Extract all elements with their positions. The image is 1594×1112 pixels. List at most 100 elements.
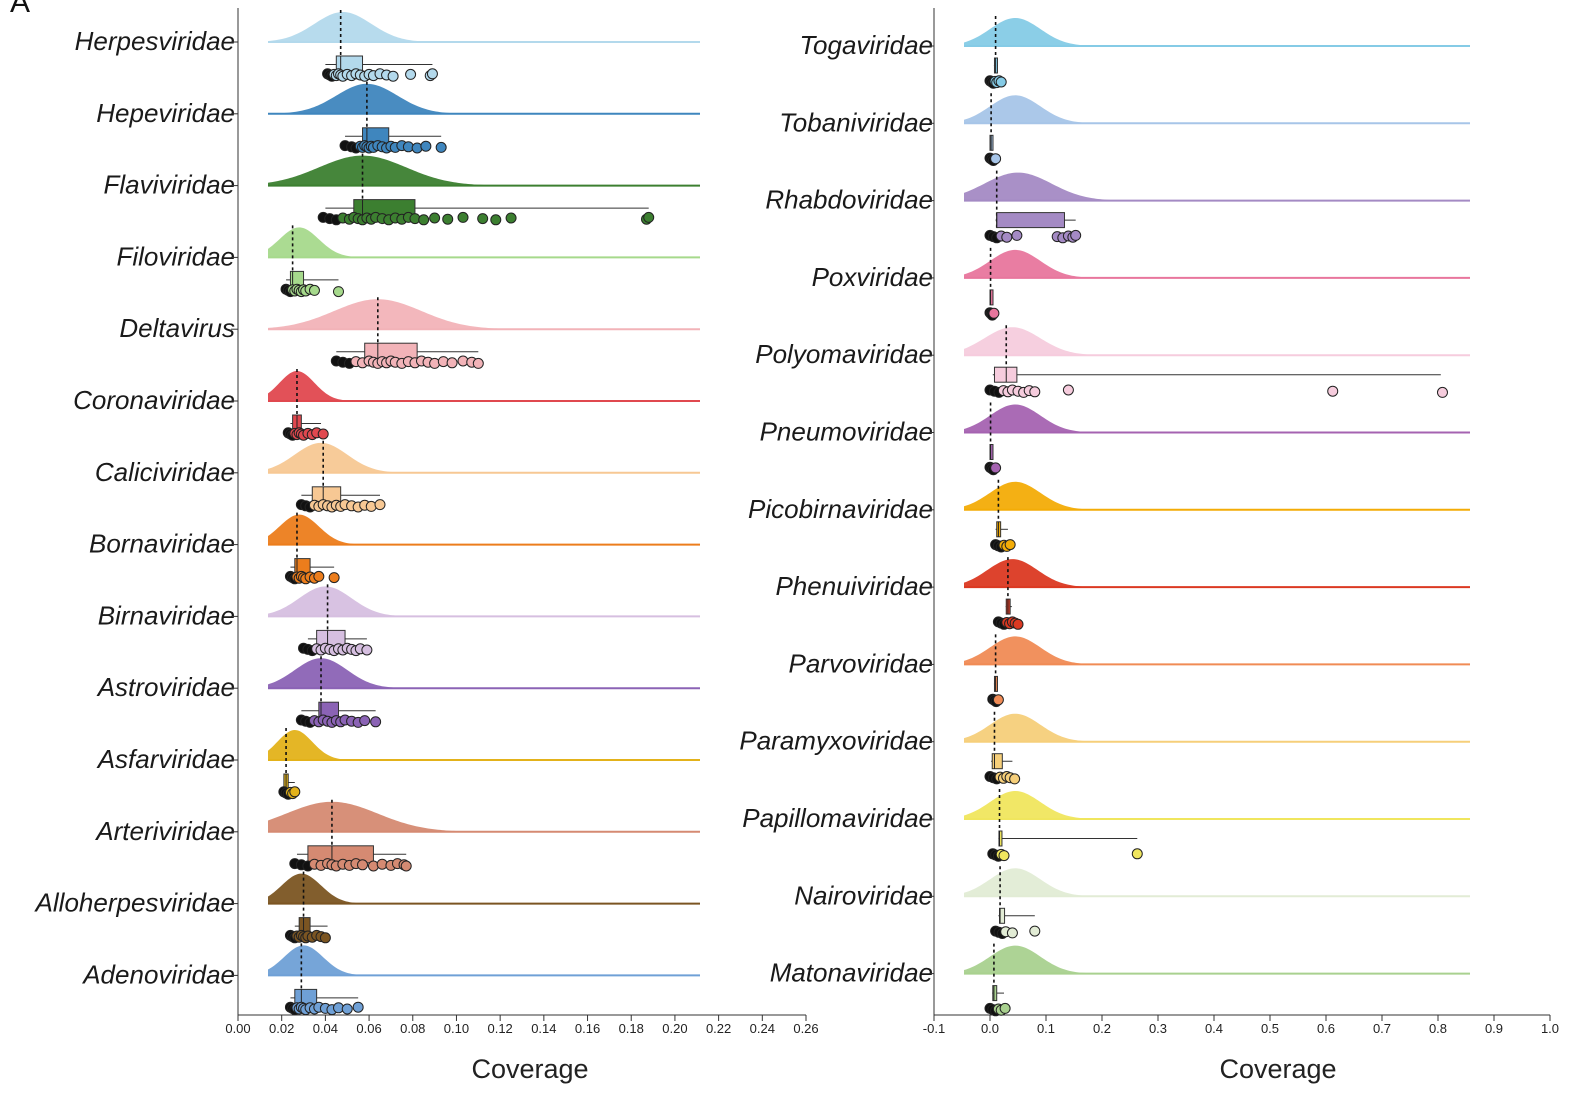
family-label-filoviridae: Filoviridae: [117, 241, 236, 271]
data-point-astroviridae: [370, 716, 382, 728]
density-coronaviridae: [268, 371, 700, 401]
family-label-parvoviridae: Parvoviridae: [788, 648, 933, 678]
family-label-polyomaviridae: Polyomaviridae: [755, 339, 933, 369]
family-label-paramyxoviridae: Paramyxoviridae: [739, 726, 933, 756]
box-pneumoviridae: [989, 444, 994, 460]
family-label-phenuiviridae: Phenuiviridae: [775, 571, 933, 601]
density-caliciviridae: [268, 442, 700, 473]
data-point-deltavirus: [446, 357, 458, 369]
family-label-flaviviridae: Flaviviridae: [104, 170, 236, 200]
x-tick-label: 0.08: [400, 1021, 425, 1036]
data-point-rhabdoviridae: [1011, 229, 1023, 241]
data-point-arteriviridae: [357, 859, 369, 871]
data-point-nairoviridae: [1029, 925, 1041, 937]
data-point-caliciviridae: [374, 499, 386, 511]
family-label-arteriviridae: Arteriviridae: [94, 816, 235, 846]
family-label-hepeviridae: Hepeviridae: [96, 98, 235, 128]
family-label-papillomaviridae: Papillomaviridae: [742, 803, 933, 833]
data-point-coronaviridae: [317, 428, 329, 440]
density-polyomaviridae: [964, 327, 1470, 356]
data-point-flaviviridae: [429, 212, 441, 224]
data-point-bornaviridae: [313, 570, 325, 582]
data-point-adenoviridae: [352, 1001, 364, 1013]
box-polyomaviridae: [993, 366, 1018, 383]
data-point-parvoviridae: [992, 694, 1004, 706]
data-point-filoviridae: [332, 286, 344, 298]
data-point-tobaniviridae: [990, 153, 1002, 165]
family-label-coronaviridae: Coronaviridae: [73, 385, 235, 415]
data-point-matonaviridae: [999, 1002, 1011, 1014]
data-point-flaviviridae: [477, 213, 489, 225]
data-point-asfarviridae: [289, 786, 301, 798]
panel-label: A: [10, 0, 31, 19]
data-point-bornaviridae: [328, 572, 340, 584]
density-phenuiviridae: [964, 559, 1470, 588]
density-pneumoviridae: [964, 404, 1470, 433]
density-astroviridae: [268, 658, 700, 689]
density-parvoviridae: [964, 636, 1470, 665]
box-paramyxoviridae: [991, 753, 1003, 770]
density-asfarviridae: [268, 730, 700, 760]
density-bornaviridae: [268, 514, 700, 545]
family-label-birnaviridae: Birnaviridae: [98, 600, 235, 630]
data-point-flaviviridae: [643, 211, 655, 223]
x-tick-label: -0.1: [923, 1021, 945, 1036]
data-point-phenuiviridae: [1012, 618, 1024, 630]
density-tobaniviridae: [964, 95, 1470, 124]
data-point-herpesviridae: [426, 68, 438, 80]
family-label-tobaniviridae: Tobaniviridae: [779, 107, 933, 137]
x-tick-label: 0.18: [619, 1021, 644, 1036]
density-matonaviridae: [964, 945, 1470, 974]
data-point-arteriviridae: [400, 860, 412, 872]
data-point-deltavirus: [472, 357, 484, 369]
data-point-polyomaviridae: [1062, 384, 1074, 396]
data-point-arteriviridae: [367, 860, 379, 872]
x-axis-label: Coverage: [471, 1054, 588, 1084]
data-point-alloherpesviridae: [319, 932, 331, 944]
family-label-asfarviridae: Asfarviridae: [96, 744, 235, 774]
box-papillomaviridae: [998, 830, 1003, 847]
data-point-polyomaviridae: [1327, 385, 1339, 397]
x-axis-label: Coverage: [1219, 1054, 1336, 1084]
density-alloherpesviridae: [268, 873, 700, 904]
family-label-caliciviridae: Caliciviridae: [95, 457, 235, 487]
data-point-polyomaviridae: [1029, 386, 1041, 398]
data-point-nairoviridae: [1006, 927, 1018, 939]
density-poxviridae: [964, 249, 1470, 278]
data-point-rhabdoviridae: [1001, 231, 1013, 243]
x-tick-label: 0.16: [575, 1021, 600, 1036]
family-label-rhabdoviridae: Rhabdoviridae: [765, 185, 933, 215]
data-point-paramyxoviridae: [1009, 773, 1021, 785]
data-point-flaviviridae: [418, 214, 430, 226]
x-tick-label: 0.0: [981, 1021, 999, 1036]
density-picobirnaviridae: [964, 481, 1470, 510]
x-tick-label: 0.24: [750, 1021, 775, 1036]
data-point-hepeviridae: [411, 142, 423, 154]
density-rhabdoviridae: [964, 172, 1470, 201]
data-point-caliciviridae: [365, 500, 377, 512]
density-deltavirus: [268, 299, 700, 330]
density-filoviridae: [268, 227, 700, 258]
box-rhabdoviridae: [996, 212, 1065, 229]
data-point-flaviviridae: [490, 214, 502, 226]
data-point-flaviviridae: [505, 212, 517, 224]
x-tick-label: 0.8: [1429, 1021, 1447, 1036]
data-point-polyomaviridae: [1436, 386, 1448, 398]
density-herpesviridae: [268, 12, 700, 42]
data-point-herpesviridae: [405, 68, 417, 80]
family-label-alloherpesviridae: Alloherpesviridae: [34, 888, 235, 918]
density-arteriviridae: [268, 801, 700, 832]
x-tick-label: 0.9: [1485, 1021, 1503, 1036]
x-tick-label: 0.02: [269, 1021, 294, 1036]
x-tick-label: 0.5: [1261, 1021, 1279, 1036]
family-label-astroviridae: Astroviridae: [96, 672, 235, 702]
x-tick-label: 0.20: [662, 1021, 687, 1036]
density-papillomaviridae: [964, 791, 1470, 819]
family-label-nairoviridae: Nairoviridae: [794, 880, 933, 910]
x-tick-label: 0.10: [444, 1021, 469, 1036]
family-label-togaviridae: Togaviridae: [800, 30, 933, 60]
data-point-hepeviridae: [435, 141, 447, 153]
data-point-papillomaviridae: [998, 850, 1010, 862]
box-nairoviridae: [999, 907, 1006, 924]
